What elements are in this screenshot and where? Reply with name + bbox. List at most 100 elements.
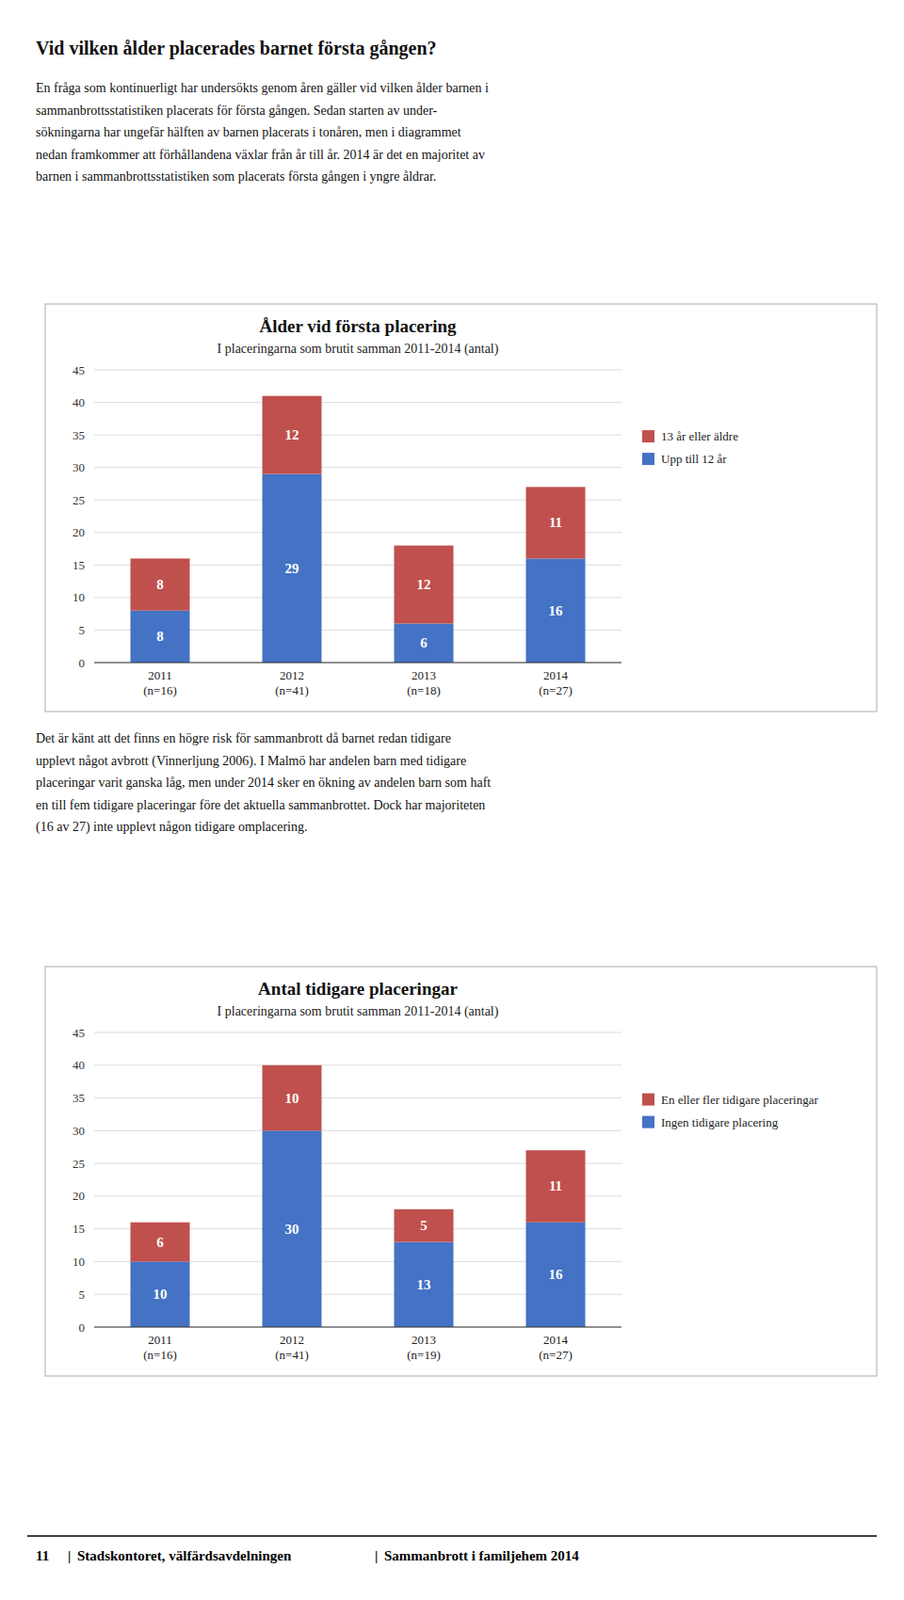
grid-line <box>94 1097 622 1099</box>
bars <box>130 396 586 663</box>
data-label: 8 <box>156 577 164 593</box>
chart-title: Antal tidigare placeringar <box>258 979 458 1000</box>
grid-line <box>94 370 622 372</box>
data-label: 29 <box>285 561 300 577</box>
y-tick-label: 40 <box>72 1058 85 1073</box>
bar-segment <box>394 1243 454 1328</box>
y-tick-label: 20 <box>72 1189 85 1204</box>
chart: Ålder vid första placeringI placeringarn… <box>45 304 877 712</box>
bar-segment <box>130 1223 191 1263</box>
y-axis: 051015202530354045 <box>72 1026 622 1336</box>
grid-line <box>94 467 622 469</box>
data-label: 6 <box>419 635 428 651</box>
y-tick-label: 0 <box>79 656 86 671</box>
data-label: 12 <box>285 427 300 443</box>
grid-line <box>94 662 622 664</box>
bar-segment <box>262 1130 323 1328</box>
data-label: 16 <box>548 603 565 619</box>
legend-label: Upp till 12 år <box>661 452 727 467</box>
y-tick-label: 5 <box>79 623 86 638</box>
bar-segment <box>526 558 586 663</box>
bar-segment <box>130 611 191 663</box>
y-tick-label: 5 <box>79 1288 86 1303</box>
x-tick-label: 2013(n=19) <box>406 1333 441 1363</box>
data-label: 11 <box>548 515 563 531</box>
x-tick-label: 2014(n=27) <box>538 1333 573 1363</box>
bar-segment <box>262 474 323 663</box>
y-tick-label: 25 <box>72 493 85 508</box>
legend-swatch <box>642 452 655 466</box>
page: Vid vilken ålder placerades barnet först… <box>0 0 904 1600</box>
y-tick-label: 30 <box>72 460 85 475</box>
bar-segment <box>394 624 454 663</box>
y-axis: 0 5 10 15 20 25 30 35 40 45 <box>72 363 622 671</box>
paragraph: En fråga som kontinuerligt har undersökt… <box>35 80 489 184</box>
x-axis: 2011(n=16)2012(n=41)2013(n=18)2014(n=27) <box>94 662 622 698</box>
background <box>0 0 904 1600</box>
y-tick-label: 35 <box>72 1091 85 1106</box>
grid-line <box>94 1130 622 1132</box>
data-label: 16 <box>548 1267 565 1283</box>
legend-swatch <box>642 1094 655 1107</box>
grid-line <box>94 1033 622 1034</box>
data-label: 10 <box>285 1091 300 1107</box>
y-tick-label: 15 <box>72 1222 85 1237</box>
legend: En eller fler tidigare placeringarIngen … <box>642 1093 819 1130</box>
grid-line <box>94 435 622 436</box>
y-tick-label: 10 <box>72 1255 85 1270</box>
data-labels: 8 8 29 12 6 12 16 11 <box>156 427 564 651</box>
footer-text: Sammanbrott i familjehem 2014 <box>384 1549 580 1565</box>
legend-swatch <box>642 1116 655 1130</box>
bar-segment <box>130 1261 191 1328</box>
data-label: 30 <box>285 1222 300 1238</box>
data-label: 8 <box>156 629 164 645</box>
y-tick-label: 25 <box>72 1157 85 1172</box>
grid-line <box>94 1327 622 1329</box>
chart: Antal tidigare placeringar I placeringarn… <box>45 967 877 1377</box>
data-label: 12 <box>417 577 432 593</box>
y-tick-label: 40 <box>72 395 85 410</box>
x-tick-label: 2011(n=16) <box>143 668 178 698</box>
chart-subtitle: I placeringarna som brutit samman 2011-2… <box>217 341 500 357</box>
data-label: 6 <box>156 1235 164 1251</box>
y-tick-label: 45 <box>72 1026 85 1041</box>
x-tick-label: 2011(n=16) <box>143 1333 178 1363</box>
y-tick-label: 35 <box>72 428 85 443</box>
y-tick-label: 10 <box>72 590 85 605</box>
data-label: 10 <box>153 1287 168 1303</box>
x-axis-line <box>94 662 622 664</box>
grid-line <box>94 1065 622 1066</box>
footer-text: 11 <box>35 1549 49 1565</box>
data-label: 5 <box>419 1218 428 1234</box>
y-tick-label: 20 <box>72 525 85 540</box>
legend: 13 år eller äldre Upp till 12 år <box>642 429 739 467</box>
y-tick-label: 30 <box>72 1124 85 1139</box>
bar-segment <box>526 1150 586 1224</box>
bar-segment <box>130 558 191 611</box>
x-tick-label: 2014(n=27) <box>538 668 573 698</box>
data-label: 13 <box>417 1277 432 1293</box>
footer-text: | <box>374 1549 378 1565</box>
legend-swatch <box>642 430 655 443</box>
heading: Vid vilken ålder placerades barnet först… <box>35 37 437 60</box>
x-tick-label: 2013(n=18) <box>406 668 441 698</box>
data-label: 11 <box>548 1178 563 1195</box>
y-tick-label: 45 <box>72 363 85 378</box>
legend-label: 13 år eller äldre <box>661 429 739 444</box>
x-axis: 2011(n=16)2012(n=41)2013(n=19)2014(n=27) <box>94 1327 622 1363</box>
x-axis-line <box>94 1327 622 1329</box>
bar-segment <box>394 546 454 625</box>
footer-rule <box>27 1535 877 1538</box>
bar-segment <box>262 396 323 475</box>
data-labels: 10 6 30 10 13 5 16 11 <box>153 1091 565 1304</box>
y-tick-label: 15 <box>72 558 85 573</box>
legend-label: Ingen tidigare placering <box>661 1115 779 1130</box>
footer-text: Stadskontoret, välfärdsavdelningen <box>77 1549 292 1565</box>
chart-subtitle: I placeringarna som brutit samman 2011-2… <box>217 1004 500 1020</box>
footer-text: | <box>67 1549 71 1565</box>
bar-segment <box>526 1223 586 1328</box>
grid-line <box>94 402 622 404</box>
bar-segment <box>526 486 586 559</box>
bars <box>130 1065 586 1328</box>
bar-segment <box>262 1065 323 1132</box>
